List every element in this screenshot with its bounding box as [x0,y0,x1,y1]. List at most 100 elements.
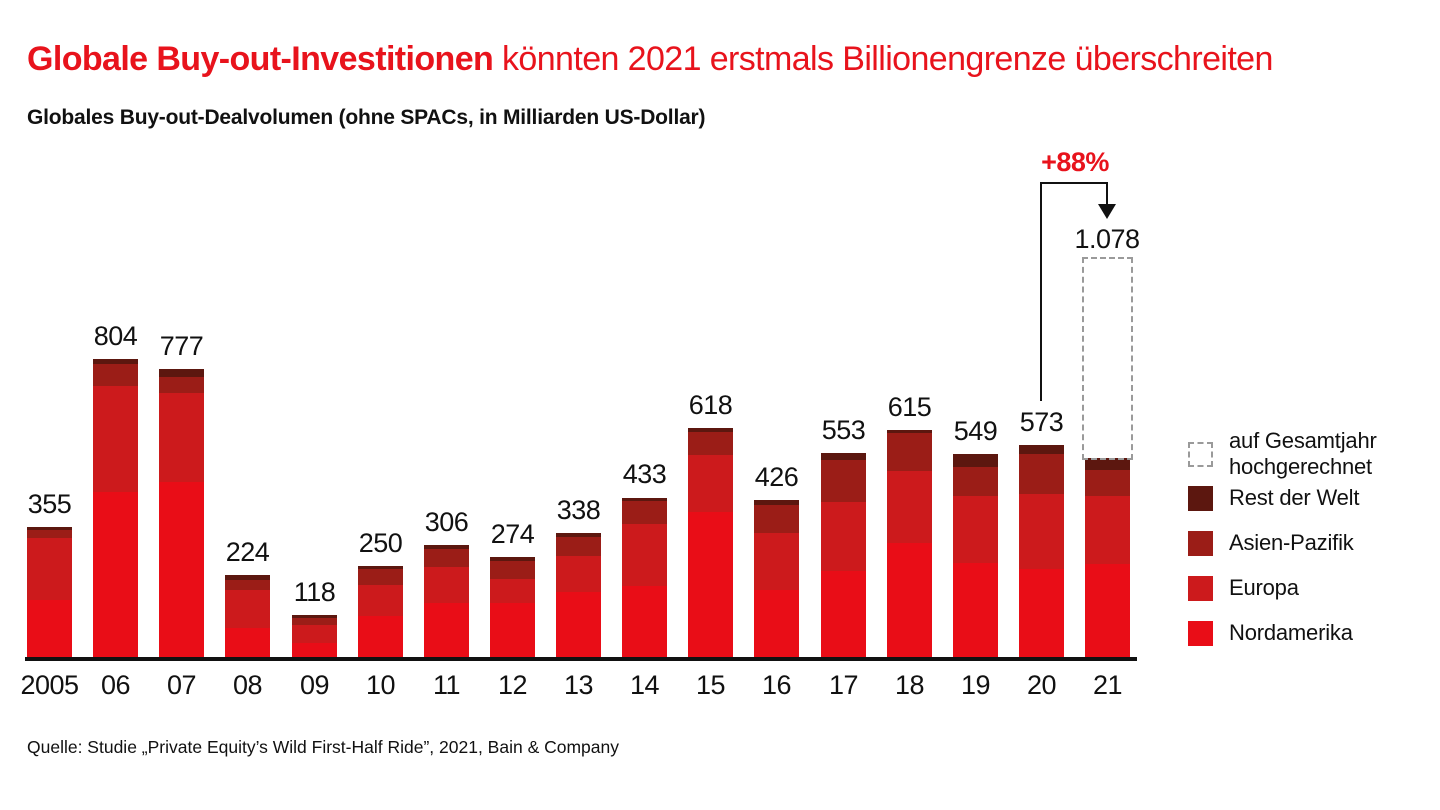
segment-rest-der-welt [754,500,799,505]
segment-rest-der-welt [622,497,667,502]
bar-value-label: 224 [225,537,270,568]
color-swatch-icon [1188,485,1213,511]
segment-rest-der-welt [225,575,270,581]
bar-15 [688,428,733,659]
segment-nordamerika [424,603,469,659]
segment-asien-pazifik [93,363,138,386]
bar-16 [754,500,799,659]
segment-asien-pazifik [688,432,733,456]
segment-asien-pazifik [225,580,270,590]
segment-nordamerika [225,628,270,659]
bar-12 [490,556,535,659]
segment-asien-pazifik [424,549,469,568]
segment-rest-der-welt [1019,445,1064,454]
segment-nordamerika [159,482,204,659]
bar-17 [821,452,866,659]
segment-nordamerika [821,570,866,659]
segment-asien-pazifik [754,504,799,533]
segment-asien-pazifik [1085,470,1130,496]
segment-asien-pazifik [358,569,403,586]
segment-europa [424,567,469,603]
segment-europa [754,532,799,590]
bar-value-label: 777 [159,331,204,362]
x-tick-label: 20 [1026,670,1057,700]
segment-nordamerika [27,600,72,659]
segment-rest-der-welt [688,428,733,433]
segment-europa [1085,495,1130,564]
legend-label: Rest der Welt [1229,485,1360,510]
segment-europa [821,501,866,571]
segment-europa [622,523,667,587]
legend-label: Asien-Pazifik [1229,530,1354,555]
x-tick-label: 10 [365,670,396,700]
bar-11 [424,544,469,659]
bar-value-label: 306 [424,506,469,537]
segment-asien-pazifik [622,501,667,524]
x-tick-label: 12 [497,670,528,700]
bar-18 [887,429,932,659]
bar-value-label: 433 [622,459,667,490]
bar-06 [93,359,138,659]
segment-nordamerika [490,603,535,659]
x-tick-label: 18 [894,670,925,700]
segment-nordamerika [622,586,667,659]
bar-2005 [27,526,72,659]
color-swatch-icon [1188,575,1213,601]
x-tick-label: 09 [299,670,330,700]
page-title: Globale Buy-out-Investitionen könnten 20… [27,40,1273,78]
bar-13 [556,532,601,659]
projection-value-label: 1.078 [1074,224,1140,254]
segment-rest-der-welt [358,565,403,570]
x-tick-label: 08 [232,670,263,700]
growth-arrow-shaft [1106,182,1108,206]
chart-subtitle: Globales Buy-out-Dealvolumen (ohne SPACs… [27,106,706,129]
segment-europa [688,455,733,512]
segment-europa [292,625,337,644]
page-title-emphasis: Globale Buy-out-Investitionen [27,40,494,78]
page-title-rest: könnten 2021 erstmals Billionengrenze üb… [493,40,1273,78]
bar-value-label: 804 [93,321,138,351]
legend-label: auf Gesamtjahr hochgerechnet [1229,428,1377,480]
segment-asien-pazifik [556,536,601,556]
bar-value-label: 549 [953,416,998,447]
bar-value-label: 615 [887,391,932,422]
segment-nordamerika [1085,563,1130,659]
segment-rest-der-welt [887,429,932,434]
legend-item-asien-pazifik: Asien-Pazifik [1188,530,1354,556]
x-tick-label: 13 [563,670,594,700]
x-tick-label: 21 [1092,670,1123,700]
x-tick-label: 2005 [20,670,79,700]
x-tick-label: 14 [629,670,660,700]
x-tick-label: 16 [761,670,792,700]
x-tick-label: 15 [695,670,726,700]
segment-rest-der-welt [556,532,601,537]
segment-asien-pazifik [953,467,998,496]
legend-label: Nordamerika [1229,620,1353,645]
segment-europa [159,393,204,483]
segment-rest-der-welt [821,452,866,461]
segment-rest-der-welt [1085,457,1130,471]
segment-rest-der-welt [424,544,469,550]
segment-rest-der-welt [953,454,998,468]
segment-nordamerika [953,563,998,659]
segment-nordamerika [292,643,337,659]
segment-rest-der-welt [292,615,337,618]
x-tick-label: 17 [828,670,859,700]
bar-value-label: 250 [358,527,403,558]
segment-europa [27,538,72,600]
growth-bracket-left-line [1040,182,1042,401]
bar-07 [159,369,204,659]
bar-10 [358,565,403,659]
segment-asien-pazifik [27,529,72,539]
bar-value-label: 426 [754,462,799,492]
segment-rest-der-welt [93,359,138,364]
growth-arrowhead-icon [1098,204,1116,219]
segment-nordamerika [887,543,932,659]
bar-20 [1019,445,1064,659]
bar-value-label: 553 [821,414,866,445]
segment-europa [358,585,403,616]
legend-item-europa: Europa [1188,575,1299,601]
projection-dashed-box [1082,257,1133,460]
